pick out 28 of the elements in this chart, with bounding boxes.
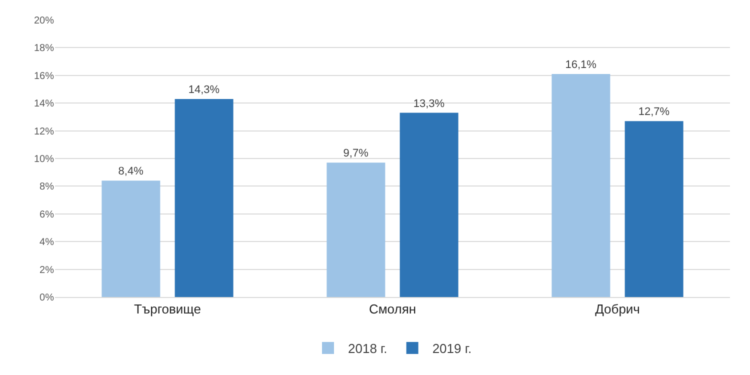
bar [174, 98, 234, 297]
y-tick-label: 14% [34, 98, 54, 110]
y-tick-label: 2% [40, 264, 54, 276]
bar [624, 121, 684, 297]
y-tick-label: 20% [34, 16, 54, 26]
x-tick-label: Търговище [134, 302, 201, 317]
legend-label: 2018 г. [348, 341, 388, 356]
y-tick-label: 8% [40, 182, 54, 193]
data-label: 12,7% [638, 106, 670, 118]
y-tick-label: 16% [34, 70, 54, 82]
y-tick-label: 6% [40, 209, 54, 220]
bar [102, 180, 160, 297]
y-tick-label: 12% [34, 126, 54, 138]
bar [552, 74, 610, 297]
y-tick-label: 10% [34, 154, 54, 165]
x-tick-label: Смолян [368, 302, 416, 317]
y-tick-label: 18% [34, 43, 54, 54]
y-tick-label: 4% [40, 237, 54, 248]
y-tick-label: 0% [40, 292, 54, 304]
legend-label: 2019 г. [432, 341, 472, 356]
bar [326, 162, 386, 297]
data-label: 13,3% [413, 98, 445, 110]
data-label: 9,7% [343, 148, 369, 160]
data-label: 8,4% [118, 166, 144, 178]
x-tick-label: Добрич [595, 302, 640, 317]
data-label: 16,1% [565, 59, 597, 72]
bar [400, 112, 458, 297]
data-label: 14,3% [188, 84, 220, 96]
